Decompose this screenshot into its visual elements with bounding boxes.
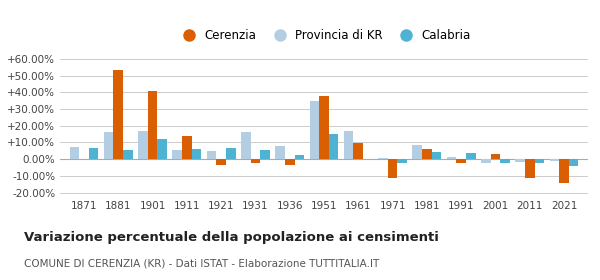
Bar (422, 149, 431, 159)
Bar (241, 132, 251, 159)
Bar (344, 131, 353, 159)
Bar (569, 159, 578, 166)
Text: Variazione percentuale della popolazione ai censimenti: Variazione percentuale della popolazione… (24, 231, 439, 244)
Bar (535, 159, 544, 163)
Bar (525, 159, 535, 178)
Bar (329, 134, 338, 159)
Bar (491, 154, 500, 159)
Bar (217, 159, 226, 165)
Bar (113, 70, 123, 159)
Bar (481, 159, 491, 163)
Bar (275, 146, 285, 159)
Bar (123, 150, 133, 159)
Bar (447, 157, 457, 159)
Bar (310, 101, 319, 159)
Bar (191, 149, 201, 159)
Bar (431, 153, 441, 159)
Bar (295, 155, 304, 159)
Bar (397, 159, 407, 163)
Bar (388, 159, 397, 178)
Bar (251, 159, 260, 163)
Legend: Cerenzia, Provincia di KR, Calabria: Cerenzia, Provincia di KR, Calabria (172, 24, 476, 47)
Text: COMUNE DI CERENZIA (KR) - Dati ISTAT - Elaborazione TUTTITALIA.IT: COMUNE DI CERENZIA (KR) - Dati ISTAT - E… (24, 258, 379, 268)
Bar (457, 159, 466, 163)
Bar (138, 131, 148, 159)
Bar (285, 159, 295, 165)
Bar (226, 148, 236, 159)
Bar (466, 153, 476, 159)
Bar (559, 159, 569, 183)
Bar (378, 158, 388, 159)
Bar (172, 150, 182, 159)
Bar (89, 148, 98, 159)
Bar (319, 96, 329, 159)
Bar (515, 159, 525, 162)
Bar (550, 159, 559, 161)
Bar (260, 150, 270, 159)
Bar (353, 143, 363, 159)
Bar (70, 148, 79, 159)
Bar (148, 91, 157, 159)
Bar (412, 145, 422, 159)
Bar (500, 159, 510, 162)
Bar (157, 139, 167, 159)
Bar (182, 136, 191, 159)
Bar (104, 132, 113, 159)
Bar (207, 151, 217, 159)
